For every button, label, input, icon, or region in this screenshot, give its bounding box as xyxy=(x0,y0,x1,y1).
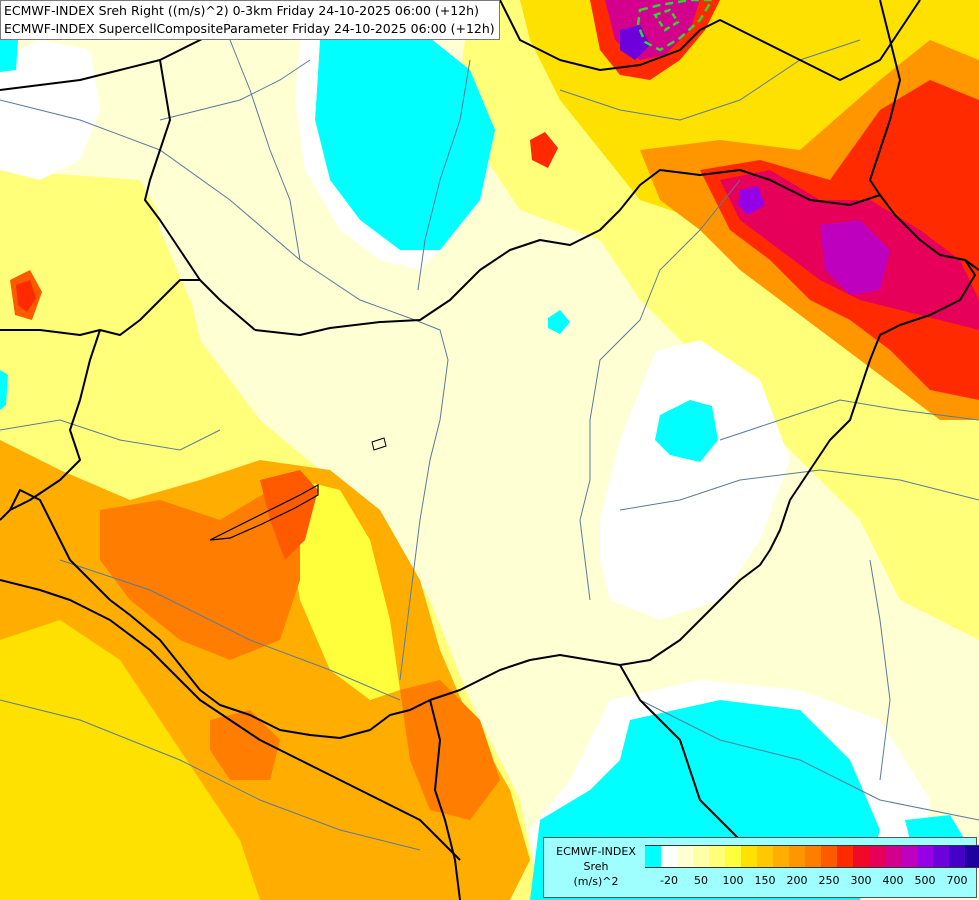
rivers xyxy=(0,39,979,851)
legend-source: ECMWF-INDEX xyxy=(556,845,636,858)
legend-tick-label: 700 xyxy=(946,874,968,887)
river-danube-knee xyxy=(399,319,449,681)
river-sava xyxy=(0,699,421,851)
field-purple-ne xyxy=(738,186,765,215)
border-ukraine xyxy=(869,0,901,196)
field-darkorange-south xyxy=(400,680,500,820)
legend-label: ECMWF-INDEX Sreh (m/s)^2 xyxy=(548,844,644,889)
river-west-1 xyxy=(0,419,221,451)
legend-tick-label: 500 xyxy=(914,874,936,887)
map-title-line-2: ECMWF-INDEX SupercellCompositeParameter … xyxy=(4,21,495,36)
cyan-patch-topleft xyxy=(0,40,18,72)
legend-tick-label: 300 xyxy=(850,874,872,887)
field-pale-center xyxy=(420,280,660,660)
border-romania xyxy=(964,259,979,271)
legend-ticks: -20 50 100 150 200 250 300 400 500 700 xyxy=(645,874,975,888)
border-austria xyxy=(0,279,200,336)
legend-variable: Sreh xyxy=(583,860,609,873)
legend-tick-label: 250 xyxy=(818,874,840,887)
border-poland xyxy=(499,0,921,81)
legend-tick-label: 400 xyxy=(882,874,904,887)
legend-swatch xyxy=(773,846,789,867)
legend-swatch xyxy=(661,846,677,867)
river-south-east xyxy=(639,699,979,821)
field-red-spot-north xyxy=(530,132,558,168)
border-hungary xyxy=(9,169,976,739)
legend-tick-label: 200 xyxy=(786,874,808,887)
river-drava xyxy=(59,559,401,701)
legend-swatch xyxy=(645,846,661,867)
river-tisza xyxy=(579,179,741,601)
river-mures xyxy=(619,469,979,511)
river-danube-upper xyxy=(0,99,416,321)
field-yellow-gap xyxy=(290,480,400,700)
legend-swatch xyxy=(853,846,869,867)
legend-swatch xyxy=(677,846,693,867)
legend-swatch xyxy=(709,846,725,867)
legend-tick-label: 150 xyxy=(754,874,776,887)
field-white-center xyxy=(590,340,790,620)
map-title-box: ECMWF-INDEX Sreh Right ((m/s)^2) 0-3km F… xyxy=(0,0,500,40)
field-yellow-southwest xyxy=(0,620,260,900)
legend-swatch xyxy=(821,846,837,867)
field-darkorange-sw-blob xyxy=(210,710,280,780)
scp-contour xyxy=(636,0,714,52)
legend-swatch xyxy=(901,846,917,867)
river-olt xyxy=(869,559,891,781)
legend-swatch xyxy=(917,846,933,867)
legend-swatch xyxy=(741,846,757,867)
border-croatia xyxy=(0,579,461,861)
field-magenta-ne xyxy=(820,220,890,295)
border-austria-si xyxy=(0,329,101,521)
cyan-patch-center xyxy=(655,400,718,462)
lake-small xyxy=(371,437,387,451)
white-rim-north xyxy=(295,40,440,270)
legend-unit: (m/s)^2 xyxy=(573,875,619,888)
river-morava xyxy=(229,39,301,261)
cyan-patch-north xyxy=(315,30,495,250)
legend-swatch xyxy=(965,846,979,867)
legend-swatch xyxy=(725,846,741,867)
field-pale-northwest xyxy=(120,40,420,330)
legend-swatches xyxy=(645,845,979,868)
legend-swatch xyxy=(789,846,805,867)
border-serbia-ro xyxy=(619,664,761,861)
legend-swatch xyxy=(885,846,901,867)
cyan-patch-small xyxy=(548,310,570,334)
scp-contour-inner xyxy=(653,8,680,32)
legend-swatch xyxy=(837,846,853,867)
field-darkorange-west xyxy=(100,490,300,660)
field-white-northwest xyxy=(0,40,100,180)
legend-swatch xyxy=(693,846,709,867)
map-title-line-1: ECMWF-INDEX Sreh Right ((m/s)^2) 0-3km F… xyxy=(4,3,479,18)
lake-balaton xyxy=(209,483,319,541)
border-cz-sk xyxy=(144,59,256,331)
legend-swatch xyxy=(949,846,965,867)
legend-swatch xyxy=(869,846,885,867)
legend-tick-label: 100 xyxy=(722,874,744,887)
river-ne-1 xyxy=(559,39,861,121)
river-north-1 xyxy=(159,59,311,121)
legend-swatch xyxy=(933,846,949,867)
legend-tick-label: -20 xyxy=(660,874,678,887)
river-somes xyxy=(719,399,979,441)
field-red-spot-west-core xyxy=(16,280,36,312)
legend-swatch xyxy=(757,846,773,867)
border-serbia xyxy=(429,699,461,900)
color-legend: ECMWF-INDEX Sreh (m/s)^2 -20 50 100 150 200 2… xyxy=(543,837,979,898)
river-vah xyxy=(417,59,471,291)
legend-swatch xyxy=(805,846,821,867)
cyan-patch-west-edge xyxy=(0,370,8,410)
legend-tick-label: 50 xyxy=(694,874,708,887)
